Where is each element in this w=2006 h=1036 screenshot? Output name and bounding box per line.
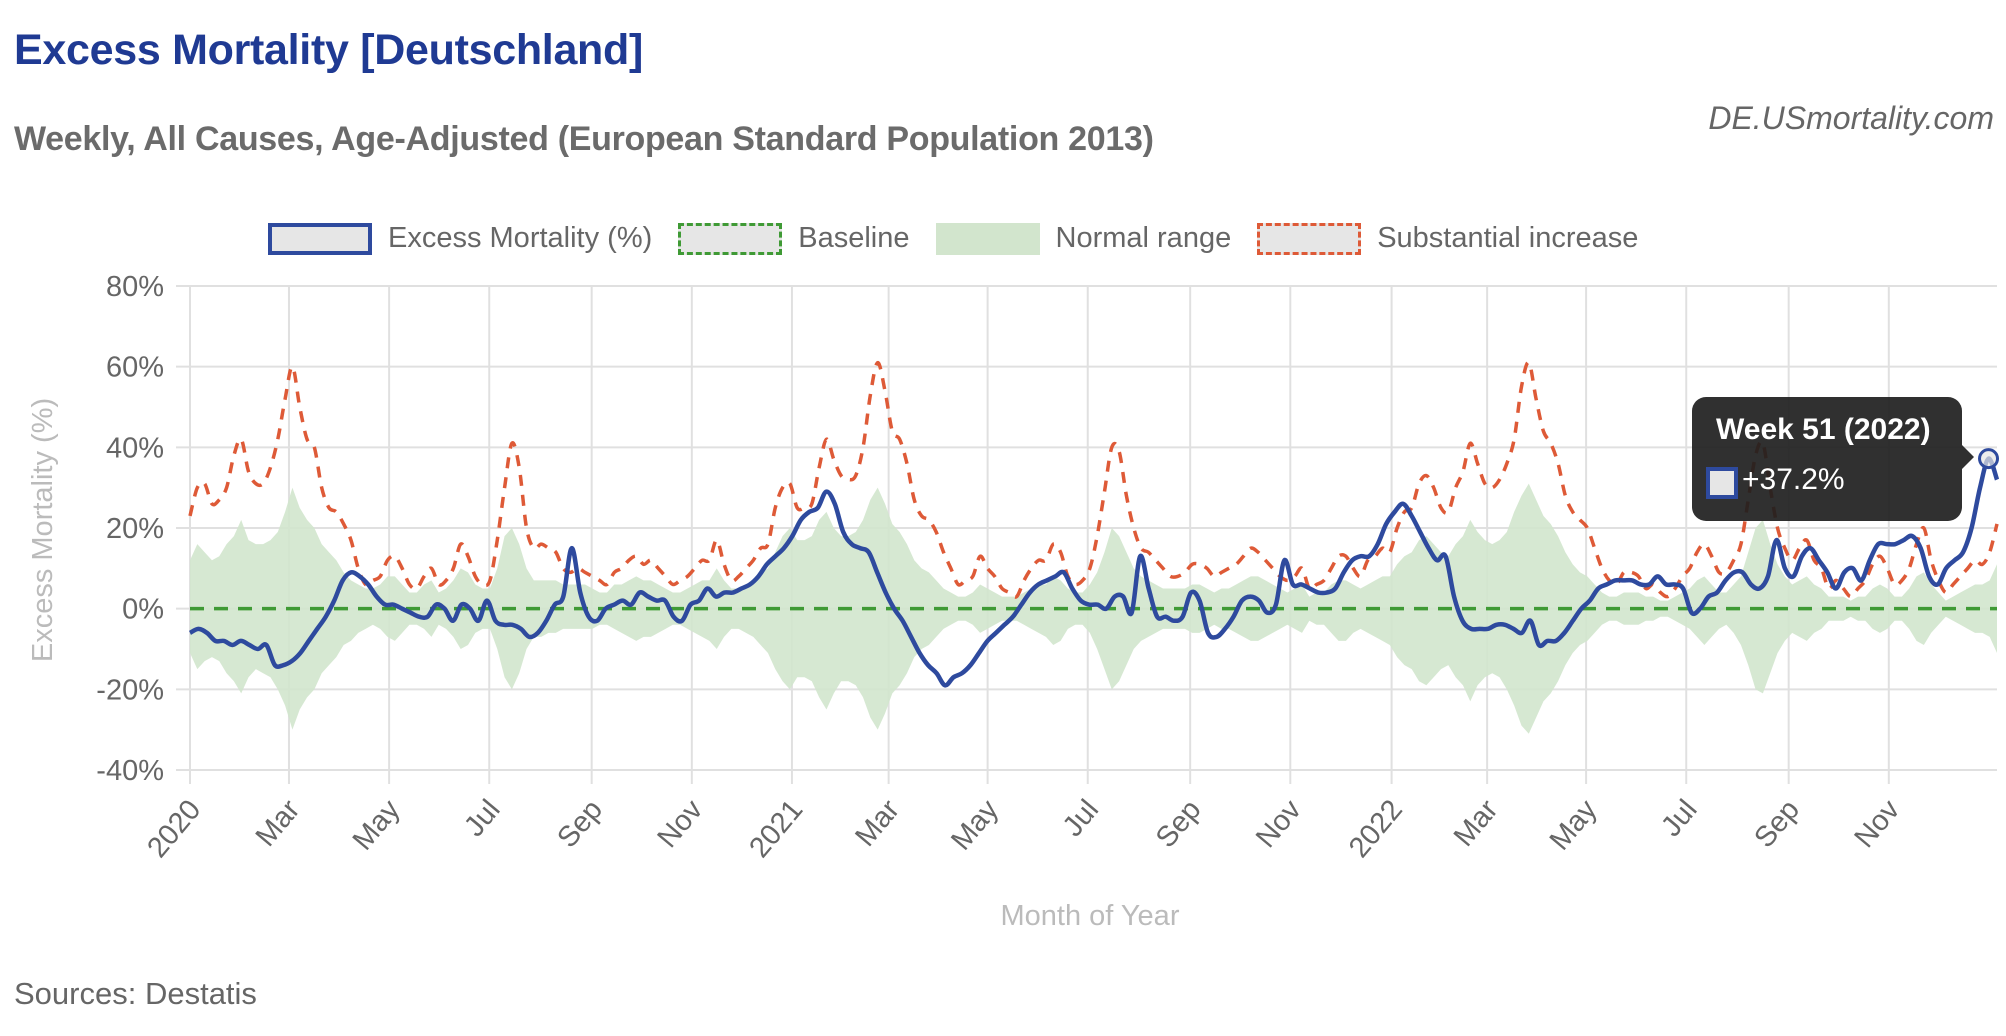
x-tick-label: Nov (652, 794, 710, 854)
legend-label: Normal range (1055, 222, 1232, 254)
legend-item-excess-mortality[interactable]: Excess Mortality (%) (268, 222, 652, 255)
legend-label: Baseline (798, 222, 910, 254)
highlight-point-marker (1978, 448, 2000, 470)
site-watermark: DE.USmortality.com (1708, 100, 1994, 136)
legend-swatch-baseline (678, 222, 783, 255)
y-tick-label: -40% (96, 755, 164, 787)
sources-note: Sources: Destatis (14, 976, 257, 1011)
y-tick-label: 40% (106, 432, 164, 464)
tooltip-swatch (1706, 467, 1738, 499)
chart-legend: Excess Mortality (%) Baseline Normal ran… (268, 222, 1664, 255)
x-axis-title: Month of Year (1001, 900, 1180, 932)
x-tick-label: Mar (849, 794, 906, 853)
x-tick-label: Mar (1448, 794, 1505, 853)
substantial-increase-line (188, 360, 1999, 599)
x-tick-label: Jul (458, 794, 506, 843)
x-tick-label: May (1544, 794, 1604, 857)
x-tick-label: 2022 (1343, 794, 1409, 864)
x-tick-label: 2021 (743, 794, 809, 864)
x-tick-label: May (945, 794, 1005, 857)
page-title: Excess Mortality [Deutschland] (14, 26, 644, 74)
substantial-increase-path (188, 360, 1999, 599)
tooltip-caret (1962, 445, 1974, 469)
highlight-point[interactable] (1978, 448, 2000, 470)
normal-range-area (190, 483, 1997, 734)
excess-mortality-line (188, 456, 2000, 688)
y-axis-ticks: 80% 60% 40% 20% 0% -20% -40% (96, 271, 164, 787)
x-tick-label: Jul (1057, 794, 1105, 843)
legend-item-normal-range[interactable]: Normal range (935, 222, 1232, 255)
x-tick-label: 2020 (141, 794, 207, 864)
legend-item-baseline[interactable]: Baseline (678, 222, 910, 255)
x-tick-label: Sep (551, 794, 609, 854)
legend-item-substantial-increase[interactable]: Substantial increase (1257, 222, 1638, 255)
x-tick-label: Mar (250, 794, 307, 853)
normal-range-band (190, 483, 1997, 734)
legend-swatch-substantial-increase (1257, 222, 1362, 255)
y-tick-label: 20% (106, 513, 164, 545)
tooltip-title: Week 51 (2022) (1716, 413, 1931, 446)
legend-swatch-excess (268, 222, 372, 255)
grid (176, 285, 1997, 784)
x-tick-label: Sep (1150, 794, 1208, 854)
legend-label: Substantial increase (1377, 222, 1639, 254)
x-tick-label: Nov (1250, 794, 1308, 854)
x-tick-label: Sep (1748, 794, 1806, 854)
tooltip: Week 51 (2022) +37.2% (1692, 397, 1974, 521)
y-tick-label: 60% (106, 352, 164, 384)
x-axis-ticks: 2020 Mar May Jul Sep Nov 2021 Mar May Jul Sep Nov 20… (141, 794, 1906, 864)
x-tick-label: Nov (1849, 794, 1907, 854)
chart-subtitle: Weekly, All Causes, Age-Adjusted (Europe… (14, 120, 1154, 158)
y-tick-label: 80% (106, 271, 164, 303)
y-tick-label: -20% (96, 674, 164, 706)
x-tick-label: Jul (1655, 794, 1703, 843)
y-axis-title: Excess Mortality (%) (27, 398, 59, 662)
tooltip-value: +37.2% (1742, 463, 1845, 496)
legend-swatch-normal-range (935, 222, 1040, 255)
y-tick-label: 0% (122, 594, 164, 626)
legend-label: Excess Mortality (%) (388, 222, 653, 254)
x-tick-label: May (347, 794, 407, 857)
excess-mortality-path (188, 456, 2000, 688)
